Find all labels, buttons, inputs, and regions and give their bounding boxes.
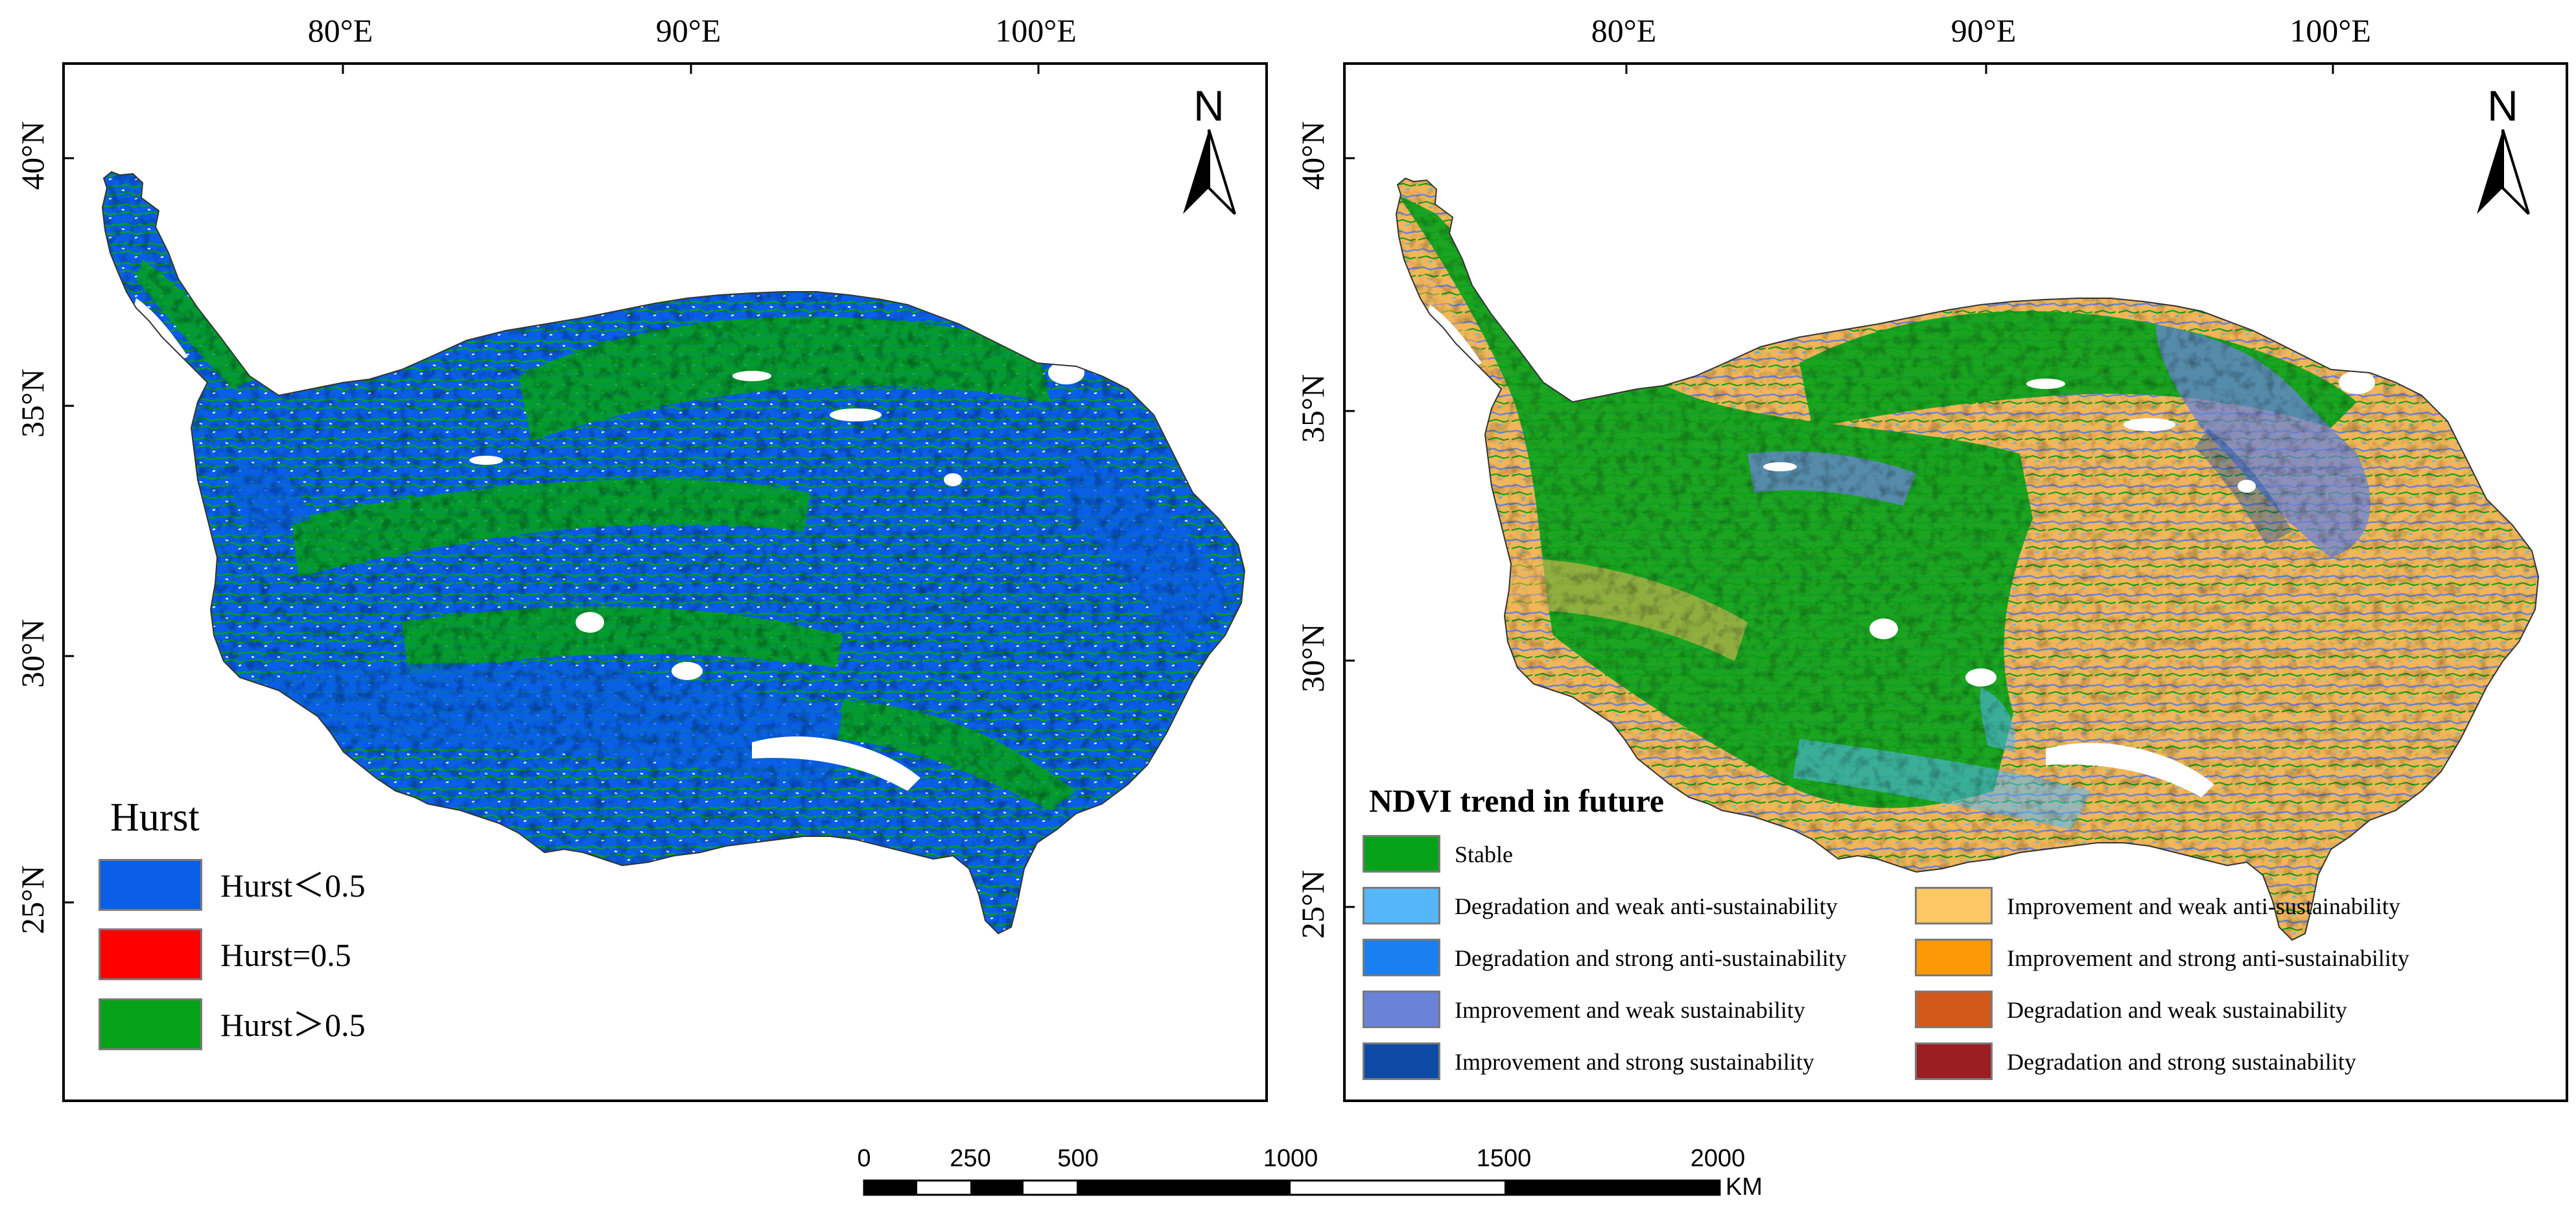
lon-label-80e-left: 80°E [307,12,373,49]
lat-label-25n-left: 25°N [14,865,51,935]
north-arrow-right: N [2470,84,2535,220]
ndvi-legend-label-r2: Improvement and strong anti-sustainabili… [2007,945,2409,971]
ndvi-trend-map-panel: N NDVI trend in future Stable Degradatio… [1343,62,2568,1102]
lon-label-100e-right: 100°E [2289,12,2371,49]
ndvi-map-raster [1396,178,2539,941]
ndvi-legend-swatch-l2 [1363,939,1440,976]
scale-label-250: 250 [950,1145,991,1172]
ndvi-map-graticule-ticks [1346,65,2334,908]
ndvi-legend-label-r1: Improvement and weak anti-sustainability [2007,893,2400,919]
ndvi-legend-swatch-r1 [1915,887,1993,924]
hurst-map-panel: N Hurst Hurst＜0.5 Hurst=0.5 Hurst＞0.5 [62,62,1268,1102]
ndvi-legend-swatch-l1 [1363,887,1440,924]
hurst-legend-swatch-lt [99,859,202,911]
ndvi-legend-swatch-l4 [1363,1042,1440,1080]
lon-label-80e-right: 80°E [1591,12,1657,49]
ndvi-legend-swatch-r3 [1915,991,1993,1028]
ndvi-legend-label-l3: Improvement and weak sustainability [1455,997,1805,1023]
north-arrow-letter: N [1193,82,1224,130]
lon-label-90e-left: 90°E [655,12,721,49]
ndvi-legend-label-l4: Improvement and strong sustainability [1455,1049,1814,1075]
scale-bar-graphic [863,1179,1721,1196]
lon-label-90e-right: 90°E [1950,12,2017,49]
lat-label-35n-right: 35°N [1294,373,1331,443]
ndvi-legend-title: NDVI trend in future [1369,782,1665,819]
lon-label-100e-left: 100°E [995,12,1077,49]
scale-label-0: 0 [857,1145,871,1172]
north-arrow-left: N [1177,84,1241,220]
hurst-legend-title: Hurst [110,795,200,840]
lat-label-35n-left: 35°N [14,368,51,438]
north-arrow-icon [1183,129,1236,215]
north-arrow-letter: N [2487,82,2518,130]
hurst-map-graticule-ticks [65,65,1040,904]
ndvi-legend-label-l1: Degradation and weak anti-sustainability [1455,893,1838,919]
ndvi-legend-label-stable: Stable [1455,841,1513,867]
north-arrow-icon [2477,129,2530,215]
scale-unit: KM [1726,1173,1762,1201]
lat-label-30n-left: 30°N [14,618,51,688]
ndvi-legend-swatch-l3 [1363,991,1440,1028]
hurst-legend-swatch-gt [99,998,202,1050]
scale-label-1000: 1000 [1263,1145,1318,1172]
ndvi-legend-swatch-r2 [1915,939,1993,976]
scale-label-500: 500 [1057,1145,1099,1172]
hurst-legend-label-gt: Hurst＞0.5 [220,1007,366,1043]
hurst-map-raster [102,171,1245,934]
ndvi-legend-label-r3: Degradation and weak sustainability [2007,997,2347,1023]
hurst-legend-label-lt: Hurst＜0.5 [220,867,366,904]
ndvi-legend-label-l2: Degradation and strong anti-sustainabili… [1455,945,1847,971]
ndvi-legend-swatch-r4 [1915,1042,1993,1080]
scale-label-1500: 1500 [1476,1145,1532,1172]
lat-label-30n-right: 30°N [1294,623,1331,693]
lat-label-25n-right: 25°N [1294,869,1331,939]
scale-label-2000: 2000 [1690,1145,1746,1172]
hurst-legend-label-eq: Hurst=0.5 [220,937,351,973]
lat-label-40n-left: 40°N [14,121,51,191]
lat-label-40n-right: 40°N [1294,121,1331,191]
ndvi-legend-label-r4: Degradation and strong sustainability [2007,1049,2356,1075]
hurst-legend-swatch-eq [99,928,202,980]
ndvi-legend-swatch-stable [1363,835,1440,873]
